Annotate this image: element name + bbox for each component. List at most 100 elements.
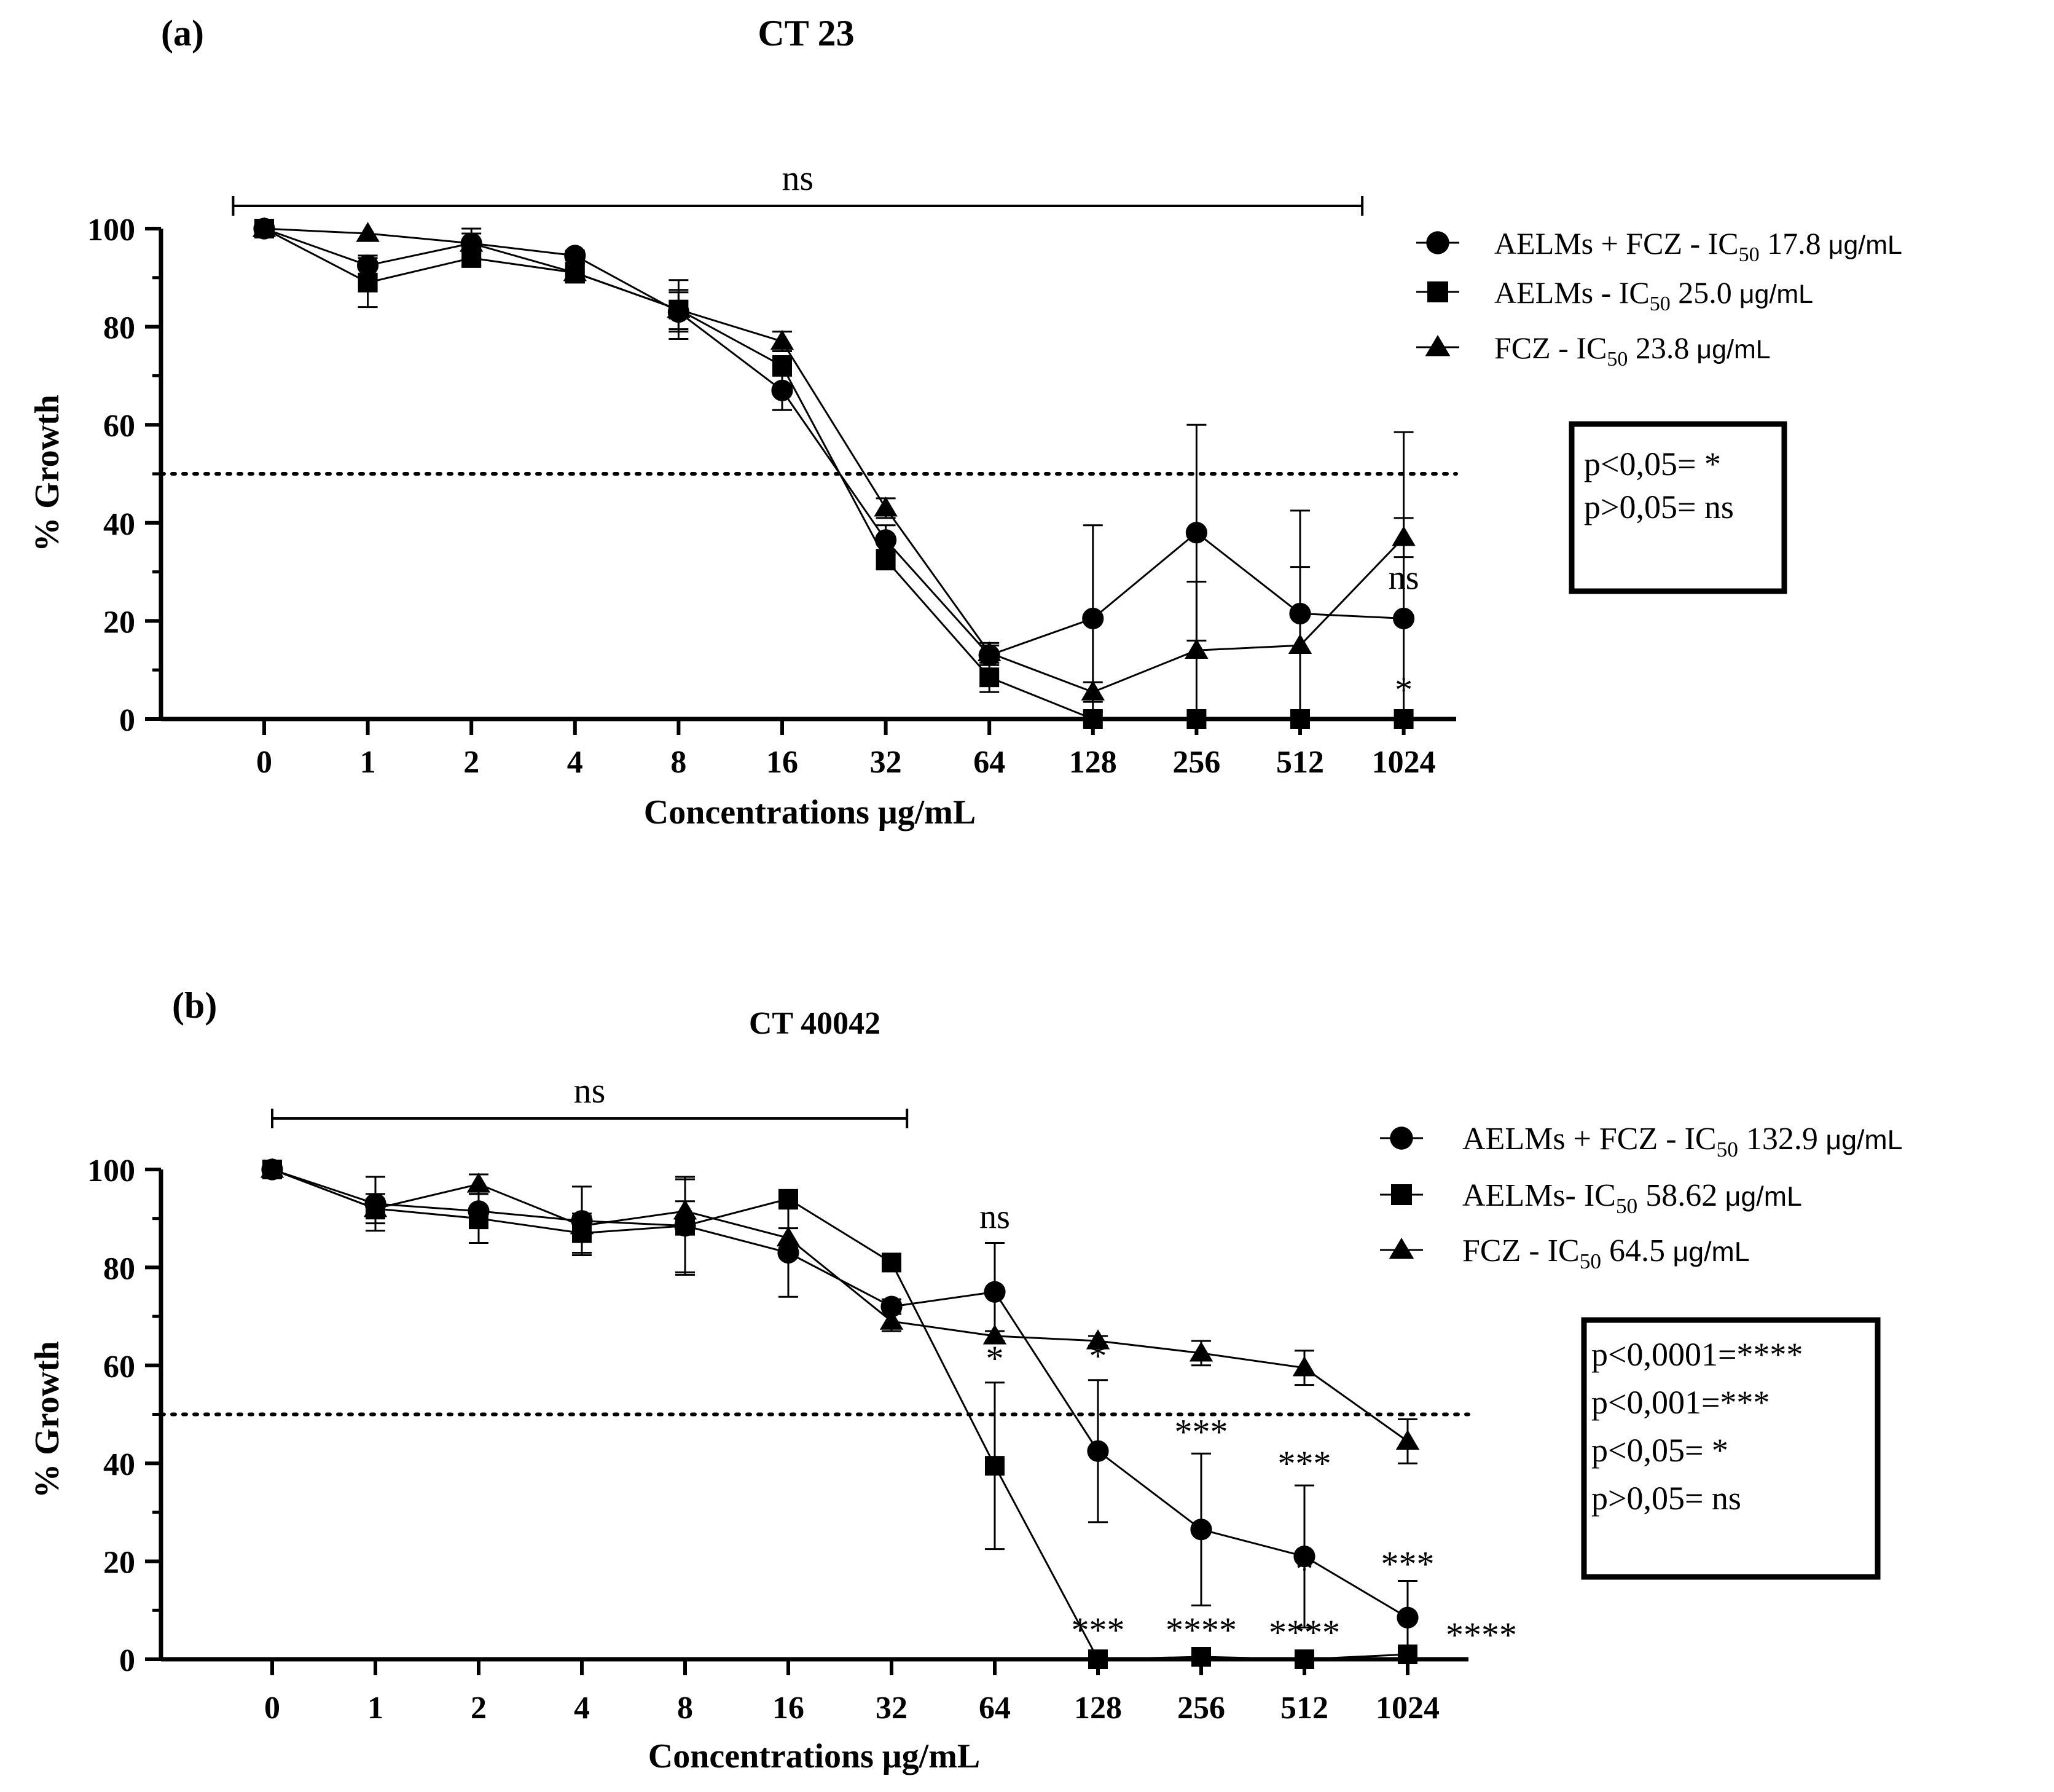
- x-tick-label: 1024: [1376, 1691, 1440, 1726]
- significance-annotation: ***: [1175, 1412, 1228, 1452]
- significance-key-line: p<0,0001=****: [1591, 1336, 1803, 1373]
- point-aelms-fcz: [564, 245, 586, 267]
- significance-annotation: ****: [1166, 1610, 1237, 1650]
- x-tick-label: 8: [677, 1691, 693, 1726]
- point-aelms: [882, 1252, 901, 1273]
- significance-annotation: *: [986, 1338, 1004, 1378]
- x-tick-label: 512: [1276, 745, 1324, 780]
- x-tick-label: 512: [1280, 1691, 1328, 1726]
- point-fcz: [1086, 1329, 1110, 1350]
- point-aelms: [1295, 1649, 1314, 1669]
- point-aelms: [1191, 1647, 1211, 1667]
- point-aelms: [469, 1208, 488, 1228]
- plot-area-a: 0 20 40 60 80 100 0 1 2 4 8 16 32 64 128 256 512 1024 ns ns…: [87, 158, 1458, 780]
- series-line-aelms: [264, 227, 1404, 720]
- point-aelms: [772, 356, 792, 376]
- significance-annotation: *: [1395, 670, 1413, 710]
- significance-annotation: ****: [1446, 1615, 1517, 1655]
- x-tick-label: 64: [979, 1691, 1011, 1726]
- point-aelms-fcz: [1293, 1546, 1315, 1568]
- legend-marker-circle: [1390, 1126, 1413, 1150]
- legend-a: AELMs + FCZ - IC50 17.8 μg/mL AELMs - IC5…: [1416, 226, 1902, 371]
- significance-key-box-a: [1569, 421, 1787, 594]
- point-fcz: [260, 1158, 284, 1178]
- panel-label-a: (a): [161, 13, 204, 53]
- significance-key-a: p<0,05= * p>0,05= ns: [1569, 421, 1787, 594]
- significance-annotation: ***: [1381, 1544, 1435, 1584]
- legend-entry: AELMs + FCZ - IC50 17.8 μg/mL: [1494, 226, 1902, 266]
- panel-a: (a) CT 23 0 20 40 60 80 100 0 1 2 4 8 16 32 64 128 256 5…: [28, 13, 1902, 831]
- point-fcz: [1189, 1342, 1213, 1362]
- significance-key-line: p>0,05= ns: [1591, 1480, 1741, 1517]
- legend-b: AELMs + FCZ - IC50 132.9 μg/mL AELMs- IC5…: [1380, 1122, 1903, 1273]
- chart-title-b: CT 40042: [749, 1006, 880, 1041]
- point-fcz: [982, 1324, 1007, 1345]
- y-axis-label-a: % Growth: [28, 395, 66, 552]
- point-fcz: [363, 1197, 388, 1217]
- series-line-fcz: [264, 227, 1405, 693]
- significance-key-line: p>0,05= ns: [1584, 489, 1734, 525]
- point-aelms: [358, 272, 378, 293]
- point-fcz: [1292, 1356, 1317, 1377]
- point-fcz: [563, 261, 587, 281]
- legend-marker-circle: [1426, 231, 1449, 254]
- point-fcz: [570, 1214, 594, 1235]
- point-aelms: [1398, 1645, 1417, 1665]
- panel-label-b: (b): [172, 985, 217, 1026]
- x-tick-label: 64: [973, 745, 1005, 780]
- x-tick-label: 16: [766, 745, 798, 780]
- x-tick-label: 32: [870, 745, 902, 780]
- plot-area-b: 0 20 40 60 80 100 0 1 2 4 8 16 32 64 128 256 512 1024 ns ns…: [87, 1071, 1517, 1726]
- x-tick-label: 256: [1177, 1691, 1225, 1726]
- point-fcz: [1288, 634, 1312, 654]
- point-aelms-fcz: [875, 529, 897, 551]
- x-tick-label: 0: [256, 745, 272, 780]
- legend-marker-triangle: [1425, 334, 1451, 356]
- significance-key-line: p<0,05= *: [1584, 446, 1721, 482]
- y-tick-label: 0: [119, 1643, 135, 1678]
- panel-b: (b) CT 40042 0 20 40 60 80 100 0 1 2 4 8 16 32 64 128 2…: [28, 985, 1903, 1775]
- significance-key-box-b: [1581, 1317, 1881, 1580]
- chart-title-a: CT 23: [758, 13, 854, 53]
- x-tick-label: 0: [264, 1691, 280, 1726]
- legend-entry: AELMs- IC50 58.62 μg/mL: [1462, 1178, 1802, 1218]
- point-fcz: [466, 1173, 491, 1193]
- significance-key-b: p<0,0001=**** p<0,001=*** p<0,05= * p>0,05=…: [1581, 1317, 1881, 1580]
- y-tick-label: 60: [103, 409, 135, 444]
- legend-marker-square: [1391, 1184, 1412, 1205]
- point-fcz: [1392, 525, 1416, 546]
- x-axis-label-a: Concentrations μg/mL: [644, 793, 976, 831]
- point-fcz: [460, 232, 484, 252]
- point-fcz: [776, 1226, 801, 1247]
- significance-annotation: ns: [979, 1198, 1010, 1236]
- point-aelms-fcz: [984, 1281, 1006, 1303]
- point-aelms: [1394, 709, 1414, 729]
- point-aelms-fcz: [1190, 1519, 1212, 1541]
- point-fcz: [252, 217, 276, 237]
- bracket-label: ns: [574, 1071, 606, 1110]
- y-tick-label: 0: [119, 703, 135, 738]
- x-tick-label: 1: [367, 1691, 383, 1726]
- y-tick-label: 20: [103, 1546, 135, 1581]
- x-tick-label: 8: [670, 745, 686, 780]
- point-aelms-fcz: [771, 379, 793, 401]
- point-fcz: [673, 1199, 697, 1220]
- x-tick-label: 1024: [1372, 745, 1436, 780]
- legend-entry: FCZ - IC50 23.8 μg/mL: [1494, 331, 1771, 371]
- bracket-label: ns: [782, 158, 814, 198]
- x-axis-label-b: Concentrations μg/mL: [648, 1737, 980, 1775]
- x-tick-label: 128: [1074, 1691, 1122, 1726]
- x-tick-label: 2: [471, 1691, 487, 1726]
- significance-annotation: *: [1296, 1549, 1314, 1589]
- y-axis-label-b: % Growth: [28, 1341, 66, 1498]
- point-aelms: [1083, 709, 1103, 729]
- point-fcz: [770, 329, 794, 350]
- point-aelms: [778, 1189, 798, 1209]
- point-aelms: [985, 1456, 1005, 1476]
- x-tick-label: 16: [772, 1691, 804, 1726]
- significance-annotation: ****: [1269, 1613, 1340, 1652]
- significance-annotation: ns: [1389, 559, 1419, 597]
- x-tick-label: 4: [574, 1691, 590, 1726]
- significance-annotation: ***: [1072, 1610, 1125, 1650]
